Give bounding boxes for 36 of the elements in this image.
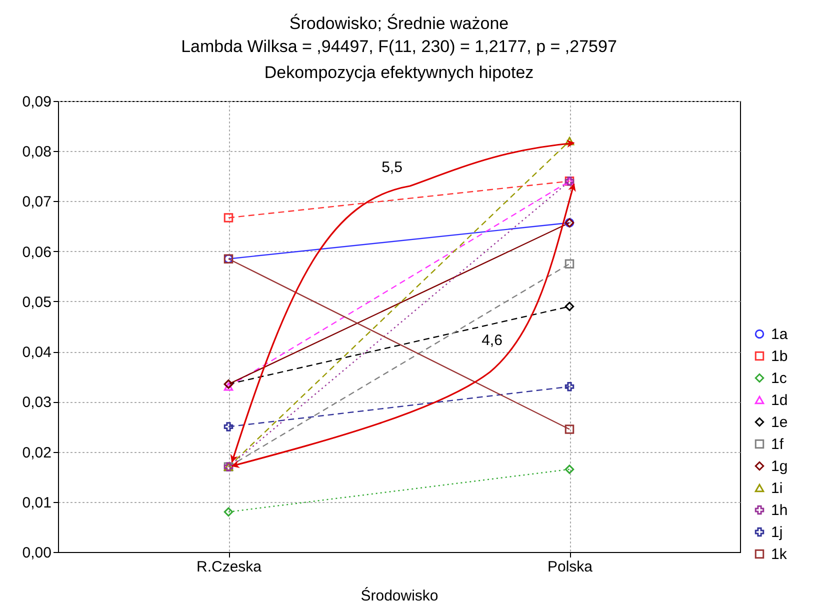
x-tick-label: R.Czeska: [196, 558, 262, 576]
legend-label: 1d: [771, 392, 788, 409]
y-tick-label: 0,03: [22, 394, 52, 412]
legend-label: 1f: [771, 436, 784, 453]
x-tick-label: Polska: [547, 558, 594, 576]
y-tick-label: 0,04: [22, 344, 52, 362]
y-tick-label: 0,06: [22, 244, 52, 261]
point: [224, 213, 234, 222]
annotation: 5,5: [382, 159, 402, 176]
point: [564, 382, 574, 392]
y-tick-label: 0,01: [22, 494, 52, 512]
x-axis-title: Środowisko: [360, 586, 438, 604]
legend-label: 1j: [771, 524, 783, 541]
legend-label: 1b: [771, 348, 788, 365]
legend-label: 1a: [771, 326, 788, 343]
legend-label: 1i: [771, 480, 783, 497]
legend-label: 1g: [771, 458, 788, 475]
point: [564, 302, 574, 312]
y-tick-label: 0,08: [22, 144, 52, 161]
point: [564, 259, 574, 268]
y-tick-label: 0,02: [22, 444, 52, 462]
chart-subtitle: Lambda Wilksa = ,94497, F(11, 230) = 1,2177, p = ,27597 Dekompozycja efektywnych hipotez: [181, 37, 617, 82]
legend-label: 1c: [771, 370, 788, 387]
legend-label: 1k: [771, 546, 788, 563]
legend-label: 1h: [771, 502, 788, 519]
y-tick-label: 0,07: [22, 194, 52, 211]
point: [564, 424, 574, 434]
point: [224, 422, 234, 432]
annotation: 4,6: [482, 332, 502, 349]
y-tick-label: 0,00: [22, 544, 52, 562]
chart-title: Środowisko; Średnie ważone: [289, 13, 509, 33]
point: [224, 507, 234, 517]
point: [564, 464, 574, 474]
legend-label: 1e: [771, 414, 788, 431]
y-tick-label: 0,09: [22, 94, 52, 110]
y-tick-label: 0,05: [22, 294, 52, 311]
